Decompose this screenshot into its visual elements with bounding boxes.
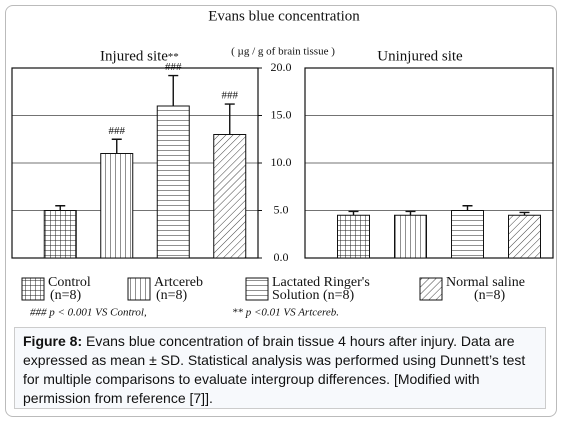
panel-title: Uninjured site	[377, 48, 463, 64]
error-bar	[168, 74, 179, 106]
bar	[213, 134, 247, 259]
y-tick-label: 0.0	[274, 250, 289, 264]
frame	[5, 5, 557, 417]
bar	[337, 214, 370, 259]
legend-swatch	[127, 277, 151, 301]
chart-title: Evans blue concentration	[208, 8, 360, 24]
bar	[43, 210, 77, 259]
caption: Figure 8: Evans blue concentration of br…	[14, 327, 546, 409]
error-bar	[55, 205, 66, 211]
legend-label: (n=8)	[474, 288, 506, 303]
significance-label: ###	[109, 125, 126, 137]
significance-label: ###	[165, 61, 182, 73]
legend-label: Control	[48, 275, 91, 290]
legend-label: Artcereb	[154, 275, 203, 290]
error-bar	[405, 210, 416, 216]
error-bar	[462, 205, 473, 211]
panel-frame	[11, 67, 259, 259]
footnote: ** p <0.01 VS Artcereb.	[232, 307, 339, 319]
legend-label: Normal saline	[446, 275, 525, 290]
legend-label: Lactated Ringer's	[272, 275, 370, 290]
legend-label: (n=8)	[156, 288, 188, 303]
error-bar	[111, 138, 122, 154]
y-tick-label: 5.0	[274, 202, 289, 216]
legend-label: (n=8)	[50, 288, 82, 303]
legend-label: Solution (n=8)	[272, 288, 355, 303]
caption-label: Figure 8:	[23, 333, 83, 349]
bar	[451, 210, 484, 259]
significance-label: ###	[222, 90, 239, 102]
chart-subtitle: ( µg / g of brain tissue )	[231, 46, 335, 58]
error-bar	[519, 211, 530, 216]
y-tick-label: 10.0	[271, 155, 292, 169]
y-tick-label: 15.0	[271, 107, 292, 121]
error-bar	[348, 210, 359, 216]
bar	[394, 214, 427, 259]
bar	[100, 153, 134, 259]
legend-swatch	[419, 277, 443, 301]
y-tick-label: 20.0	[271, 60, 292, 74]
panel-title: Injured site	[100, 48, 168, 64]
bar	[156, 105, 190, 259]
legend-swatch	[21, 277, 45, 301]
footnote: ### p < 0.001 VS Control,	[30, 307, 147, 319]
bar	[508, 214, 541, 259]
caption-text: Evans blue concentration of brain tissue…	[23, 333, 526, 406]
panel-frame	[304, 67, 554, 259]
significance-label: **	[168, 51, 179, 63]
legend-swatch	[245, 277, 269, 301]
error-bar	[224, 103, 235, 135]
